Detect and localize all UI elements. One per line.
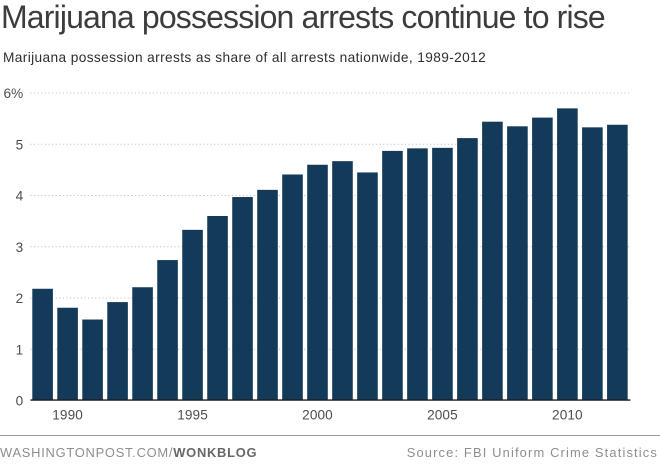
svg-text:1990: 1990 <box>52 408 83 423</box>
svg-text:3: 3 <box>16 240 24 255</box>
svg-text:1: 1 <box>16 342 24 357</box>
svg-text:4: 4 <box>16 189 24 204</box>
svg-text:6%: 6% <box>4 86 24 101</box>
svg-text:2005: 2005 <box>427 408 458 423</box>
svg-text:1995: 1995 <box>177 408 208 423</box>
svg-text:5: 5 <box>16 137 24 152</box>
svg-text:2000: 2000 <box>302 408 333 423</box>
svg-text:2: 2 <box>16 291 24 306</box>
svg-text:2010: 2010 <box>552 408 583 423</box>
svg-text:0: 0 <box>16 394 24 409</box>
